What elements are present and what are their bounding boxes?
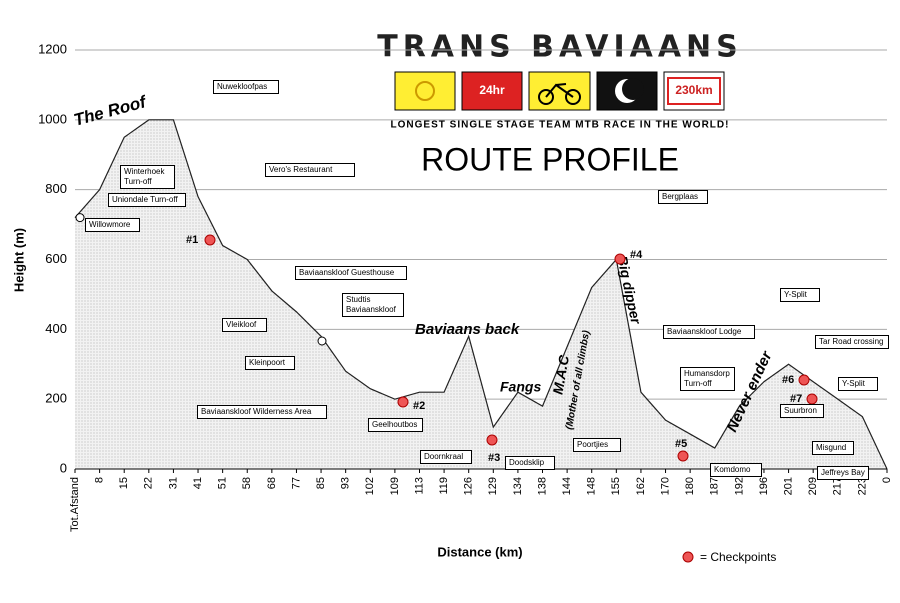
x-tick-label: 223 xyxy=(856,477,868,495)
area xyxy=(75,119,887,469)
x-tick-label: 77 xyxy=(290,477,302,489)
x-tick-label: 162 xyxy=(635,477,647,495)
place-label: Baviaanskloof Wilderness Area xyxy=(197,405,327,419)
section-label: Fangs xyxy=(500,379,541,395)
place-label: Jeffreys Bay xyxy=(817,466,869,480)
place-label: Doornkraal xyxy=(420,450,472,464)
x-tick-label: 0 xyxy=(881,477,893,483)
checkpoint-marker xyxy=(486,434,498,446)
place-label: Studtis Baviaanskloof xyxy=(342,293,404,317)
y-tick-label: 1200 xyxy=(38,41,67,56)
place-label: Poortjies xyxy=(573,438,621,452)
checkpoint-label: #1 xyxy=(186,234,198,246)
checkpoint-label: #7 xyxy=(790,393,802,405)
y-axis-title: Height (m) xyxy=(11,228,26,292)
logo-badges xyxy=(394,71,725,111)
x-tick-label: 192 xyxy=(733,477,745,495)
x-tick-label: 119 xyxy=(438,477,450,495)
profile-line xyxy=(74,119,888,470)
x-tick-label: 148 xyxy=(586,477,598,495)
checkpoint-marker xyxy=(677,450,689,462)
place-label: Y-Split xyxy=(838,377,878,391)
checkpoint-label: #4 xyxy=(630,249,643,261)
checkpoint-marker xyxy=(397,396,409,408)
x-tick-label: 68 xyxy=(266,477,278,489)
place-label: Winterhoek Turn-off xyxy=(120,165,175,189)
x-tick-label: 180 xyxy=(684,477,696,495)
checkpoint-label: #5 xyxy=(675,438,687,450)
checkpoint-marker xyxy=(798,374,810,386)
place-label: Baviaanskloof Lodge xyxy=(663,325,755,339)
y-tick-label: 1000 xyxy=(38,111,67,126)
x-tick-label: 58 xyxy=(241,477,253,489)
x-tick-label: 209 xyxy=(807,477,819,495)
x-tick-label: 201 xyxy=(782,477,794,495)
x-tick-label: 109 xyxy=(389,477,401,495)
checkpoint-label: #2 xyxy=(413,400,425,412)
x-tick-label: 102 xyxy=(364,477,376,495)
x-tick-label: 196 xyxy=(758,477,770,495)
place-label: Misgund xyxy=(812,441,854,455)
place-label: Willowmore xyxy=(85,218,140,232)
x-tick-label: 144 xyxy=(561,477,573,495)
y-tick-label: 600 xyxy=(45,251,67,266)
badge-hours: 24hr xyxy=(479,83,505,97)
x-tick-label: 217 xyxy=(832,477,844,495)
x-tick-label: 15 xyxy=(118,477,130,489)
badge-distance: 230km xyxy=(675,83,712,97)
legend-marker xyxy=(682,551,694,563)
place-label: Suurbron xyxy=(780,404,824,418)
y-tick-label: 0 xyxy=(60,460,67,475)
checkpoint-marker xyxy=(614,253,626,265)
y-tick-label: 200 xyxy=(45,391,67,406)
section-label: M.A.C xyxy=(549,353,572,396)
start-marker xyxy=(75,213,85,223)
checkpoint-marker xyxy=(806,393,818,405)
x-tick-label: 41 xyxy=(192,477,204,489)
y-tick-label: 400 xyxy=(45,321,67,336)
checkpoint-marker xyxy=(204,234,216,246)
x-tick-label: 22 xyxy=(143,477,155,489)
x-tick-label: 93 xyxy=(340,477,352,489)
brand: TRANS BAVIAANS xyxy=(377,30,743,65)
place-label: Komdomo xyxy=(710,463,762,477)
x-tick-label: 170 xyxy=(659,477,671,495)
place-label: Vleikloof xyxy=(222,318,267,332)
legend-label: = Checkpoints xyxy=(700,550,776,564)
x-tick-label: 134 xyxy=(512,477,524,495)
place-label: Nuwekloofpas xyxy=(213,80,279,94)
place-label: Bergplaas xyxy=(658,190,708,204)
x-tick-label: 113 xyxy=(413,477,425,495)
x-tick-label: 126 xyxy=(463,477,475,495)
place-label: Uniondale Turn-off xyxy=(108,193,186,207)
y-tick-label: 800 xyxy=(45,181,67,196)
place-label: Y-Split xyxy=(780,288,820,302)
checkpoint-label: #6 xyxy=(782,374,794,386)
place-label: Humansdorp Turn-off xyxy=(680,367,735,391)
x-tick-label: 31 xyxy=(167,477,179,489)
x-tick-label: 129 xyxy=(487,477,499,495)
x-axis-title: Distance (km) xyxy=(437,544,522,559)
place-label: Baviaanskloof Guesthouse xyxy=(295,266,407,280)
x-tick-label: 85 xyxy=(315,477,327,489)
place-label: Geelhoutbos xyxy=(368,418,423,432)
x-tick-label: 155 xyxy=(610,477,622,495)
x-tick-label: 51 xyxy=(217,477,229,489)
tagline: LONGEST SINGLE STAGE TEAM MTB RACE IN TH… xyxy=(391,120,730,131)
section-label: Baviaans back xyxy=(415,321,520,338)
x-tick-label: 187 xyxy=(709,477,721,495)
place-label: Kleinpoort xyxy=(245,356,295,370)
place-label: Tar Road crossing xyxy=(815,335,889,349)
x-tick-label: 138 xyxy=(536,477,548,495)
place-label: Doodsklip xyxy=(505,456,555,470)
section-label: The Roof xyxy=(72,92,150,130)
x-tick-label: 8 xyxy=(94,477,106,483)
checkpoint-label: #3 xyxy=(488,452,500,464)
waypoint-marker xyxy=(317,336,327,346)
chart-title: ROUTE PROFILE xyxy=(421,141,679,177)
x-tick-label: Tot.Afstand xyxy=(69,477,81,532)
place-label: Vero's Restaurant xyxy=(265,163,355,177)
